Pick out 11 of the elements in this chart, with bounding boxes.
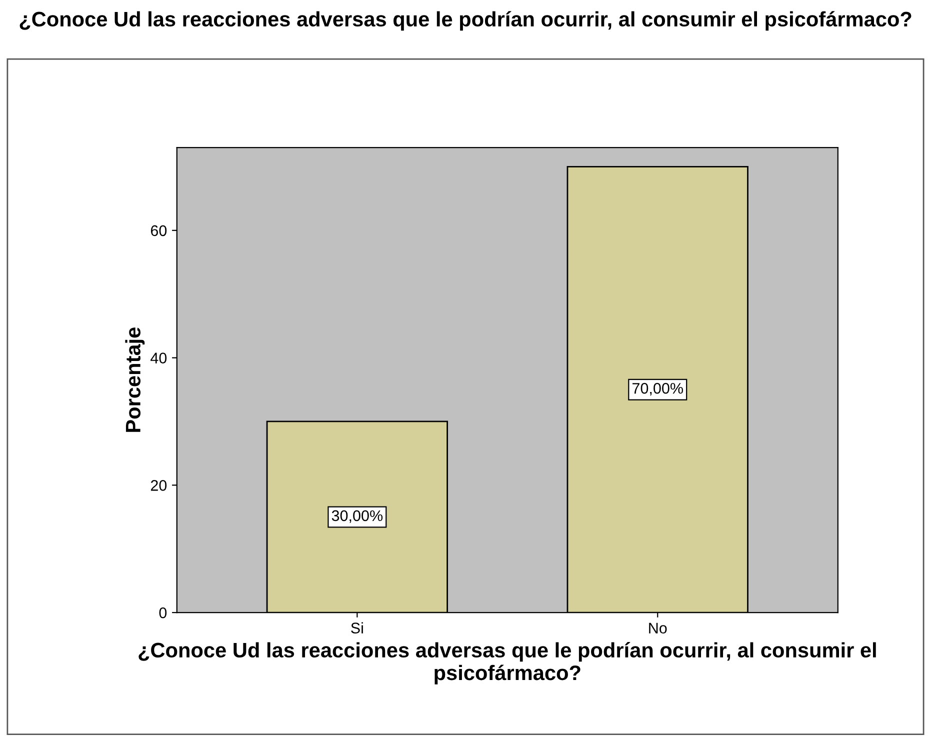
data-label: 30,00%	[332, 510, 383, 523]
data-label: 70,00%	[632, 382, 683, 396]
y-axis-title: Porcentaje	[125, 328, 145, 432]
x-axis-title: ¿Conoce Ud las reacciones adversas que le podrían ocurrir, al consumir el psicofármaco?	[138, 642, 876, 684]
y-tick-label: 20	[150, 480, 167, 491]
chart-title: ¿Conoce Ud las reacciones adversas que le podrían ocurrir, al consumir el psicofármaco?	[20, 11, 912, 31]
x-tick-label: No	[649, 622, 667, 634]
y-tick-label: 0	[159, 607, 167, 618]
y-tick-label: 40	[150, 352, 167, 364]
x-tick-label: Si	[351, 622, 363, 634]
y-tick-label: 60	[150, 225, 167, 236]
